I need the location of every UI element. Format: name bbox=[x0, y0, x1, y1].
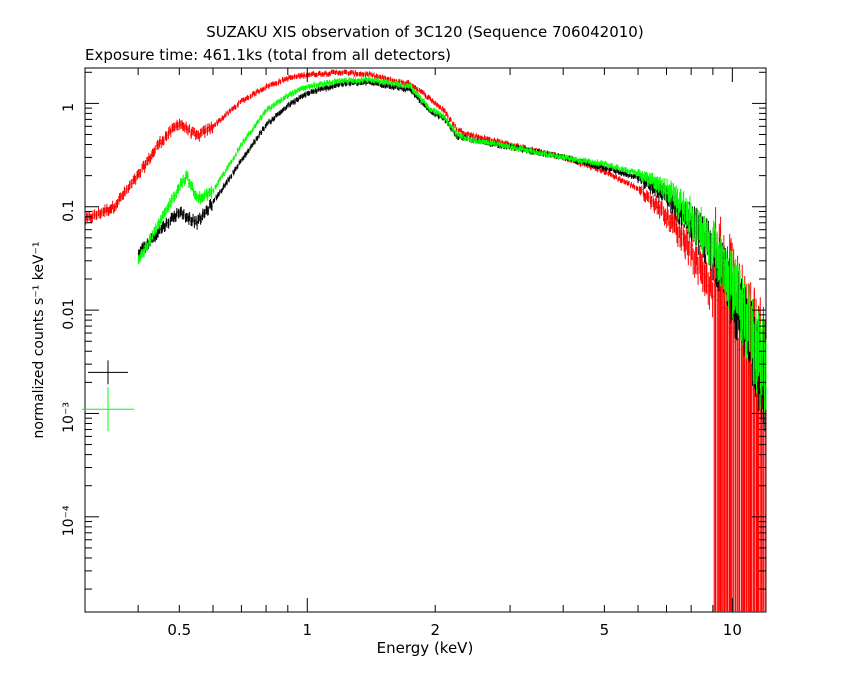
y-axis: 10⁻⁴ 10⁻³ 0.01 0.1 1 bbox=[61, 71, 766, 590]
chart-title: SUZAKU XIS observation of 3C120 (Sequenc… bbox=[206, 23, 643, 41]
y-tick-label: 1 bbox=[61, 103, 77, 112]
x-tick-label: 5 bbox=[600, 621, 610, 639]
y-tick-label: 10⁻³ bbox=[61, 402, 77, 433]
series-1 bbox=[137, 79, 767, 432]
x-tick-label: 0.5 bbox=[167, 621, 191, 639]
series-layer bbox=[84, 69, 767, 612]
x-tick-label: 2 bbox=[430, 621, 440, 639]
x-axis-label: Energy (keV) bbox=[377, 639, 474, 657]
legend-markers bbox=[82, 360, 134, 432]
x-axis: 0.5 1 2 5 10 bbox=[84, 68, 742, 639]
series-2 bbox=[137, 76, 767, 413]
y-tick-label: 10⁻⁴ bbox=[61, 505, 77, 536]
y-tick-label: 0.1 bbox=[61, 200, 77, 222]
y-axis-label: normalized counts s⁻¹ keV⁻¹ bbox=[31, 241, 47, 438]
plot-frame bbox=[84, 67, 767, 613]
x-tick-label: 10 bbox=[723, 621, 742, 639]
y-tick-label: 0.01 bbox=[61, 299, 77, 330]
series-0 bbox=[84, 69, 767, 612]
x-tick-label: 1 bbox=[302, 621, 312, 639]
chart-subtitle: Exposure time: 461.1ks (total from all d… bbox=[85, 46, 451, 64]
